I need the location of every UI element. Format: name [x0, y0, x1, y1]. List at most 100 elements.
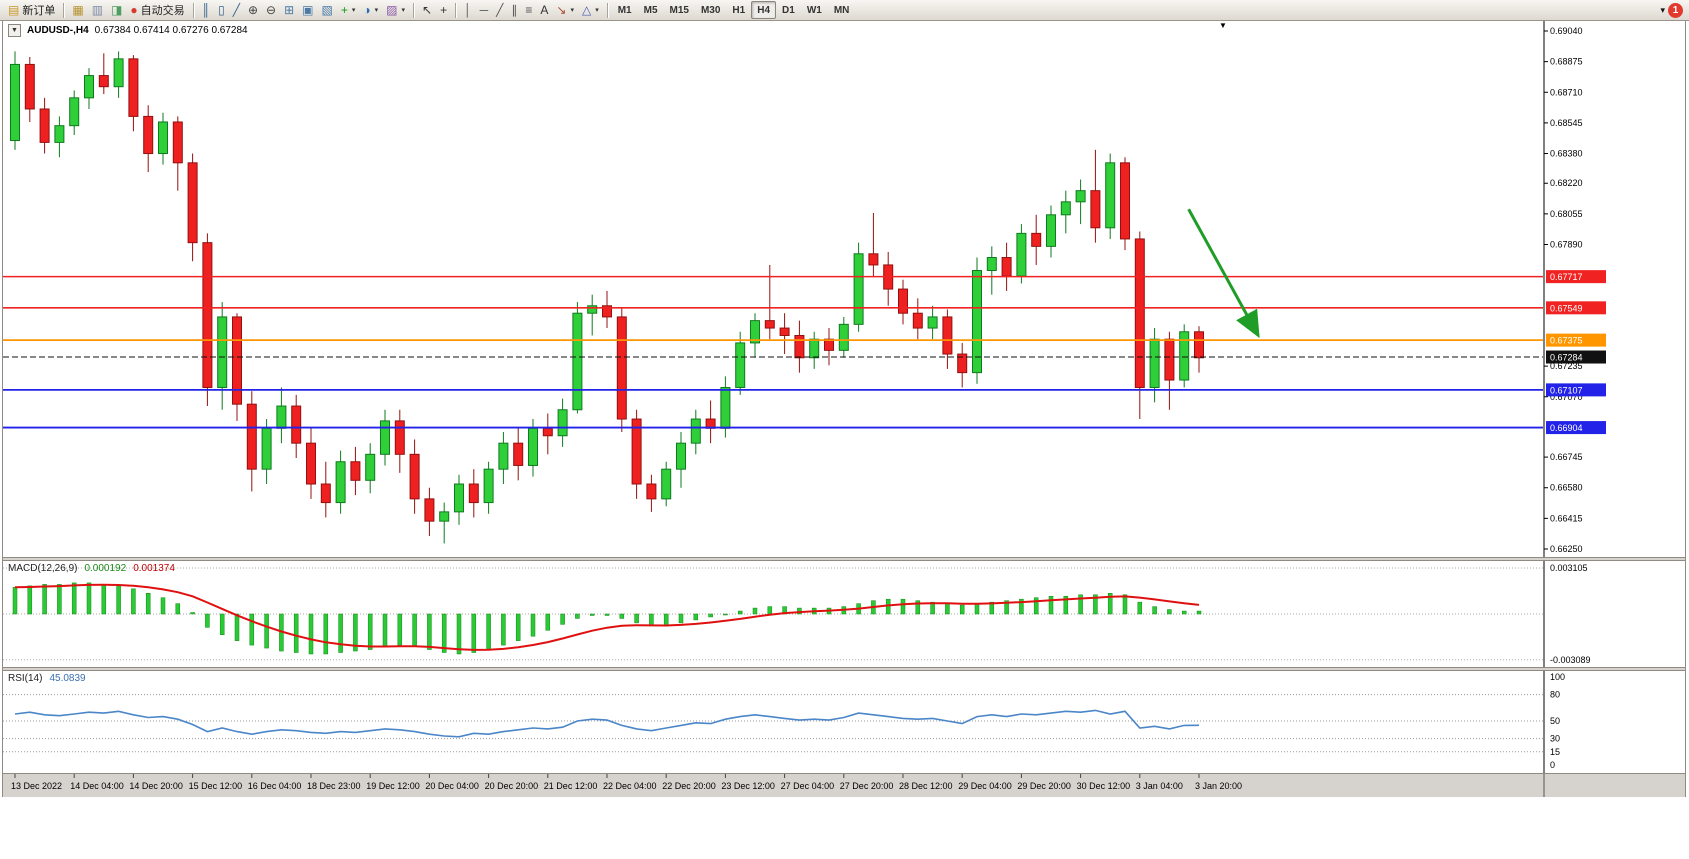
svg-text:0.66904: 0.66904: [1550, 423, 1583, 433]
pivot-line-tag: [1546, 333, 1606, 347]
timeframe-m5-button[interactable]: M5: [638, 1, 664, 19]
svg-text:0.68220: 0.68220: [1550, 178, 1583, 188]
candle: [232, 313, 242, 421]
candle: [454, 474, 464, 525]
candlestick-chart-button[interactable]: ▯: [214, 1, 229, 19]
tile-windows-button[interactable]: ⊞: [280, 1, 298, 19]
chevron-down-icon: ▼: [11, 27, 18, 34]
symbol-timeframe-label: AUDUSD-,H4: [27, 25, 89, 36]
candle: [54, 116, 65, 158]
svg-text:0.68875: 0.68875: [1550, 57, 1583, 67]
symbol-dropdown-toggle[interactable]: ▼: [8, 24, 21, 37]
resistance-line-2-tag: [1546, 301, 1606, 315]
timeframe-h1-button[interactable]: H1: [726, 1, 751, 19]
dropdown-caret-icon[interactable]: ▾: [570, 7, 574, 14]
periods-button[interactable]: ◑ ▾: [359, 1, 382, 19]
new-order-button[interactable]: ▤ 新订单: [4, 1, 59, 19]
shapes-button[interactable]: △ ▾: [578, 1, 603, 19]
rsi-panel[interactable]: RSI(14) 45.0839 100 80 50 30 15 0: [3, 671, 1685, 773]
zoom-in-button[interactable]: ⊕: [244, 1, 262, 19]
bid-price-line-tag: [1546, 350, 1606, 364]
toolbar-overflow-icon[interactable]: ▾: [1660, 4, 1665, 15]
candle: [306, 428, 316, 499]
candle: [602, 290, 612, 329]
price-chart-panel[interactable]: ▼ AUDUSD-,H4 0.67384 0.67414 0.67276 0.6…: [3, 21, 1685, 557]
rsi-canvas[interactable]: 100 80 50 30 15 0: [3, 671, 1685, 773]
timeframe-m15-button[interactable]: M15: [664, 1, 695, 19]
horizontal-line-button[interactable]: ─: [476, 1, 493, 19]
text-label-icon: A: [540, 3, 549, 17]
timeframe-m1-button-label: M1: [617, 4, 632, 16]
candle: [1194, 326, 1204, 373]
candle: [335, 450, 346, 514]
time-axis[interactable]: 13 Dec 2022 14 Dec 04:00 14 Dec 20:00 15 De…: [3, 773, 1685, 797]
candle: [261, 419, 272, 485]
macd-main-value: 0.000192: [84, 563, 127, 574]
line-chart-button[interactable]: ╱: [229, 1, 244, 19]
svg-text:30 Dec 12:00: 30 Dec 12:00: [1077, 781, 1131, 791]
arrows-button[interactable]: ↘ ▾: [552, 1, 578, 19]
svg-text:0.67284: 0.67284: [1550, 353, 1583, 363]
candle: [735, 331, 746, 395]
candle: [513, 428, 524, 481]
candle: [750, 313, 760, 358]
candle: [39, 97, 50, 154]
charts-window-button[interactable]: ▦: [68, 1, 87, 19]
autotrading-button[interactable]: ● 自动交易: [126, 1, 188, 19]
new-order-button-label: 新订单: [22, 5, 56, 17]
timeframe-w1-button[interactable]: W1: [801, 1, 828, 19]
timeframe-mn-button[interactable]: MN: [828, 1, 856, 19]
text-button[interactable]: A: [536, 1, 552, 19]
navigator-button[interactable]: ▥: [88, 1, 107, 19]
add-indicator-button[interactable]: + ▾: [337, 1, 360, 19]
timeframe-m30-button[interactable]: M30: [695, 1, 726, 19]
svg-text:3 Jan 20:00: 3 Jan 20:00: [1195, 781, 1242, 791]
macd-canvas[interactable]: 0.003105 -0.003089: [3, 561, 1685, 667]
trend-annotation-arrow[interactable]: [1187, 208, 1260, 339]
arrange-windows-button[interactable]: ▣: [298, 1, 317, 19]
rsi-value: 45.0839: [49, 673, 86, 684]
fibonacci-button[interactable]: ≡: [521, 1, 536, 19]
bar-chart-button[interactable]: ║: [198, 1, 215, 19]
candle: [1179, 324, 1190, 388]
macd-label: MACD(12,26,9) 0.000192 0.001374: [8, 563, 175, 574]
dropdown-caret-icon[interactable]: ▾: [595, 7, 599, 14]
candle: [172, 116, 183, 191]
crosshair-button[interactable]: +: [436, 1, 451, 19]
cursor-button[interactable]: ↖: [418, 1, 436, 19]
macd-panel[interactable]: MACD(12,26,9) 0.000192 0.001374 0.003105…: [3, 561, 1685, 667]
trendline-button[interactable]: ╱: [492, 1, 507, 19]
candle: [113, 51, 124, 98]
terminal-button[interactable]: ◨: [107, 1, 126, 19]
panel-splitter[interactable]: [3, 557, 1685, 561]
candle: [291, 394, 302, 459]
candle: [350, 446, 361, 496]
svg-text:22 Dec 20:00: 22 Dec 20:00: [662, 781, 716, 791]
candle: [794, 320, 805, 373]
timeframe-d1-button[interactable]: D1: [776, 1, 801, 19]
notification-badge[interactable]: 1: [1668, 2, 1683, 18]
zoom-out-button[interactable]: ⊖: [262, 1, 280, 19]
candle: [1016, 224, 1027, 284]
timeframe-h4-button[interactable]: H4: [751, 1, 777, 19]
dropdown-caret-icon[interactable]: ▾: [351, 7, 356, 14]
channel-button[interactable]: ∥: [507, 1, 521, 19]
price-chart-canvas[interactable]: 0.69040 0.68875 0.68710 0.68545 0.68380 0.682…: [3, 21, 1685, 557]
chart-shift-marker[interactable]: ▼: [1219, 21, 1227, 30]
cascade-windows-button[interactable]: ▧: [318, 1, 337, 19]
timeframe-h4-button-label: H4: [757, 4, 771, 16]
time-axis-canvas[interactable]: 13 Dec 2022 14 Dec 04:00 14 Dec 20:00 15 De…: [3, 774, 1686, 797]
panel-splitter[interactable]: [3, 667, 1685, 671]
candle: [483, 461, 494, 514]
shapes-icon: △: [581, 3, 592, 17]
timeframe-m5-button-label: M5: [643, 4, 658, 16]
vertical-line-button[interactable]: │: [460, 1, 476, 19]
trendline-icon: ╱: [496, 3, 504, 17]
templates-button[interactable]: ▨ ▾: [382, 1, 409, 19]
dropdown-caret-icon[interactable]: ▾: [374, 7, 379, 14]
timeframe-m1-button[interactable]: M1: [612, 1, 638, 19]
dropdown-caret-icon[interactable]: ▾: [401, 7, 406, 14]
svg-text:0.67717: 0.67717: [1550, 272, 1583, 282]
channel-icon: ∥: [511, 3, 518, 17]
